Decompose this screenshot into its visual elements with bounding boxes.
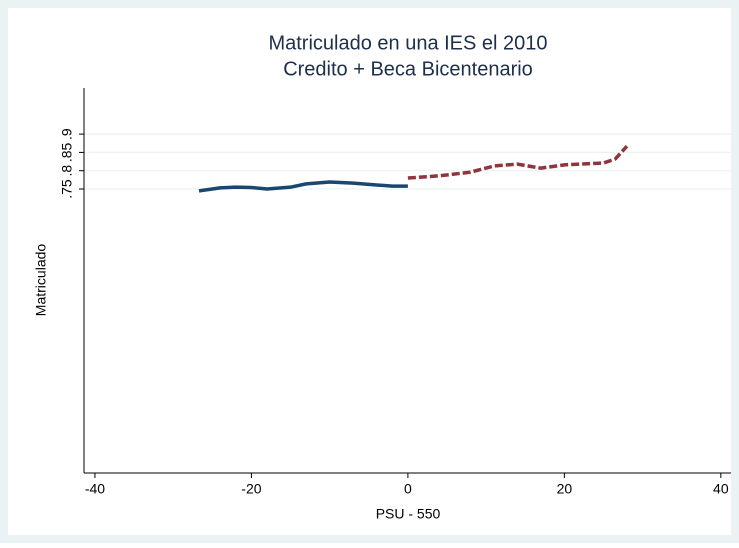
y-tick-label: .85 xyxy=(59,142,75,162)
series-line xyxy=(198,180,408,193)
chart-title: Matriculado en una IES el 2010 xyxy=(268,32,547,54)
y-tick-label: .8 xyxy=(59,165,75,177)
chart-subtitle: Credito + Beca Bicentenario xyxy=(283,58,533,80)
y-tick-label: .9 xyxy=(59,128,75,140)
graph-background xyxy=(8,8,731,535)
x-tick-label: 40 xyxy=(713,481,729,497)
y-tick-label: .75 xyxy=(59,179,75,199)
x-tick-label: -20 xyxy=(241,481,261,497)
x-tick-label: -40 xyxy=(85,481,105,497)
series-line xyxy=(407,145,629,180)
x-axis-label: PSU - 550 xyxy=(376,506,441,522)
y-axis-label: Matriculado xyxy=(33,244,49,317)
x-tick-label: 0 xyxy=(404,481,412,497)
x-tick-label: 20 xyxy=(557,481,573,497)
